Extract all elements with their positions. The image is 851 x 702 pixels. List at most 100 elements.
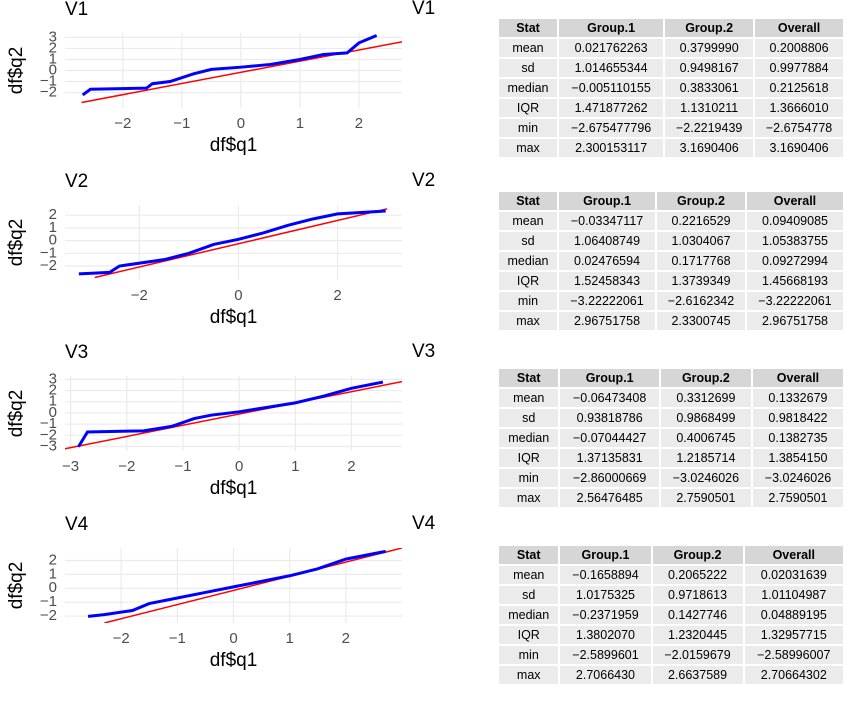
table-cell: 2.70664302	[742, 664, 846, 686]
table-cell: −3.22222061	[744, 290, 846, 312]
x-tick-label: 0	[234, 287, 242, 304]
table-cell: 1.471877262	[556, 97, 666, 119]
table-row: IQR 1.37135831 1.2185714 1.3854150	[496, 447, 846, 469]
y-axis-label: df$q2	[6, 47, 27, 95]
table-cell: sd	[496, 407, 561, 429]
header-cell: Overall	[742, 544, 846, 566]
header-cell: Group.2	[650, 544, 745, 566]
table-cell: min	[496, 644, 561, 666]
table-row: min −3.22222061 −2.6162342 −3.22222061	[497, 290, 846, 312]
table-cell: median	[496, 604, 561, 626]
x-axis-label: df$q1	[210, 135, 258, 156]
table-cell: IQR	[496, 447, 561, 469]
x-axis-label: df$q1	[210, 478, 258, 499]
header-cell: Group.1	[556, 17, 666, 39]
table-cell: sd	[497, 57, 559, 79]
table-title: V4	[412, 513, 436, 534]
table-cell: 1.3739349	[655, 270, 747, 292]
qq-line	[87, 549, 386, 618]
table-cell: min	[496, 467, 561, 489]
table-cell: 0.02476594	[556, 250, 658, 272]
header-cell: Stat	[496, 544, 561, 566]
table-cell: mean	[496, 564, 561, 586]
table-cell: −0.005110155	[556, 77, 666, 99]
y-tick-label: −1	[40, 244, 57, 261]
table-cell: 0.3833061	[663, 77, 756, 99]
table-cell: −2.86000669	[558, 467, 661, 489]
header-cell: Overall	[750, 367, 846, 389]
table-cell: 2.56476485	[558, 487, 661, 509]
chart-title: V4	[65, 514, 89, 535]
table-cell: 0.2008806	[753, 37, 845, 59]
table-cell: 1.014655344	[556, 57, 666, 79]
header-cell: Group.1	[556, 190, 658, 212]
table-cell: 0.9818422	[750, 407, 846, 429]
y-tick-label: −2	[40, 84, 57, 101]
header-cell: Group.1	[558, 544, 653, 566]
qq-line	[94, 208, 388, 279]
table-cell: −0.2371959	[558, 604, 653, 626]
table-row: sd 1.06408749 1.0304067 1.05383755	[497, 230, 846, 252]
y-tick-label: 2	[49, 206, 57, 223]
table-row: median −0.07044427 0.4006745 0.1382735	[496, 427, 846, 449]
qq-line	[65, 380, 402, 450]
table-cell: −2.6162342	[655, 290, 747, 312]
table-row: mean −0.03347117 0.2216529 0.09409085	[497, 210, 846, 232]
y-tick-label: −2	[40, 257, 57, 274]
table-row: min −2.86000669 −3.0246026 −3.0246026	[496, 467, 846, 489]
table-cell: IQR	[497, 97, 559, 119]
y-tick-label: 2	[49, 382, 57, 399]
table-cell: median	[497, 250, 559, 272]
table-cell: 1.01104987	[742, 584, 846, 606]
table-cell: 1.1310211	[663, 97, 756, 119]
table-cell: 0.09272994	[744, 250, 846, 272]
x-axis-label: df$q1	[210, 307, 258, 328]
qq-line	[81, 34, 378, 97]
qq-line	[104, 548, 402, 623]
table-cell: 2.6637589	[650, 664, 745, 686]
table-cell: 1.52458343	[556, 270, 658, 292]
table-row: min −2.5899601 −2.0159679 −2.58996007	[496, 644, 846, 666]
header-cell: Group.2	[658, 367, 753, 389]
table-cell: −3.22222061	[556, 290, 658, 312]
table-cell: 0.09409085	[744, 210, 846, 232]
x-tick-label: −3	[62, 458, 79, 475]
table-row: IQR 1.3802070 1.2320445 1.32957715	[496, 624, 846, 646]
y-tick-label: 0	[49, 404, 57, 421]
table-cell: −0.03347117	[556, 210, 658, 232]
table-title: V3	[412, 341, 436, 362]
y-tick-label: −1	[40, 415, 57, 432]
y-tick-label: −3	[40, 437, 57, 454]
x-tick-label: 1	[291, 458, 299, 475]
table-row: max 2.56476485 2.7590501 2.7590501	[496, 487, 846, 509]
table-cell: 0.04889195	[742, 604, 846, 626]
y-tick-label: 3	[49, 28, 57, 45]
table-cell: 0.1427746	[650, 604, 745, 626]
x-tick-label: 0	[237, 115, 245, 132]
table-title: V1	[412, 0, 436, 19]
y-axis-label: df$q2	[6, 562, 27, 610]
table-cell: 1.2185714	[658, 447, 753, 469]
table-row: sd 1.0175325 0.9718613 1.01104987	[496, 584, 846, 606]
x-tick-label: 2	[347, 458, 355, 475]
y-tick-label: 1	[49, 393, 57, 410]
table-cell: 0.2125618	[753, 77, 845, 99]
x-tick-label: 0	[229, 630, 237, 647]
table-cell: max	[497, 137, 559, 159]
stats-table: Stat Group.1 Group.2 Overall mean −0.06473408…	[496, 367, 846, 509]
table-row: sd 1.014655344 0.9498167 0.9977884	[497, 57, 845, 79]
x-tick-label: 2	[355, 115, 363, 132]
y-tick-label: 1	[49, 219, 57, 236]
table-cell: −2.5899601	[558, 644, 653, 666]
header-cell: Stat	[497, 190, 559, 212]
table-cell: 0.1332679	[750, 387, 846, 409]
x-tick-label: −2	[113, 630, 130, 647]
chart-title: V1	[65, 0, 88, 20]
table-cell: IQR	[496, 624, 561, 646]
y-tick-label: 3	[49, 370, 57, 387]
table-row: median −0.2371959 0.1427746 0.04889195	[496, 604, 846, 626]
chart-title: V3	[65, 342, 88, 363]
header-cell: Stat	[497, 17, 559, 39]
y-tick-label: −2	[40, 426, 57, 443]
